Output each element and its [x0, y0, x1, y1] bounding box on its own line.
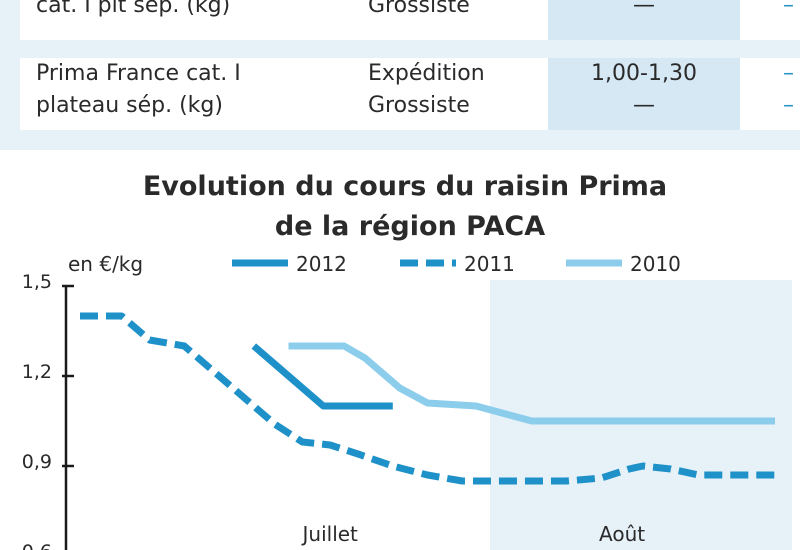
price-cell: 1,00-1,30 —	[548, 58, 740, 130]
table-row: cat. I plt sép. (kg) Grossiste — –	[20, 0, 800, 40]
product-cell: Prima France cat. I plateau sép. (kg)	[36, 58, 316, 130]
stage-text: Grossiste	[368, 0, 470, 18]
series-line-2012	[251, 343, 393, 410]
stage-text: Expédition	[368, 61, 485, 86]
y-tick-label: 1,2	[22, 361, 52, 383]
extra-cell: –	[748, 0, 800, 40]
price-cell: —	[548, 0, 740, 40]
extra-text: –	[783, 61, 794, 86]
y-tick-label: 0,9	[22, 451, 52, 473]
chart-panel: Evolution du cours du raisin Prima de la…	[0, 150, 800, 550]
series-line-2011	[80, 312, 775, 485]
price-text: —	[633, 93, 655, 118]
price-text: 1,00-1,30	[591, 61, 697, 86]
table-row: Prima France cat. I plateau sép. (kg) Ex…	[20, 58, 800, 130]
stage-text: Grossiste	[368, 93, 470, 118]
stage-cell: Expédition Grossiste	[368, 58, 548, 130]
y-axis-unit-label: en €/kg	[68, 252, 143, 276]
price-text: —	[633, 0, 655, 18]
price-table: cat. I plt sép. (kg) Grossiste — – Prima…	[0, 0, 800, 135]
y-tick-label: 1,5	[22, 271, 52, 293]
price-chart: Evolution du cours du raisin Prima de la…	[22, 171, 792, 550]
legend-label-2011: 2011	[464, 252, 515, 276]
stage-cell: Grossiste	[368, 0, 548, 40]
extra-text: –	[783, 93, 794, 118]
extra-text: –	[783, 0, 794, 18]
chart-title-line-2: de la région PACA	[275, 211, 545, 242]
product-cell: cat. I plt sép. (kg)	[36, 0, 316, 40]
extra-cell: – –	[748, 58, 800, 130]
chart-title-line-1: Evolution du cours du raisin Prima	[143, 171, 667, 202]
aout-shaded-band	[490, 280, 792, 550]
product-text: plateau sép. (kg)	[36, 93, 223, 118]
legend-label-2012: 2012	[296, 252, 347, 276]
y-tick-label: 0,6	[22, 541, 52, 550]
product-text: cat. I plt sép. (kg)	[36, 0, 231, 18]
product-text: Prima France cat. I	[36, 61, 241, 86]
series-line-2010	[288, 342, 775, 425]
x-axis-label: Août	[599, 522, 645, 546]
x-axis-label: Juillet	[301, 522, 359, 546]
legend-label-2010: 2010	[630, 252, 681, 276]
